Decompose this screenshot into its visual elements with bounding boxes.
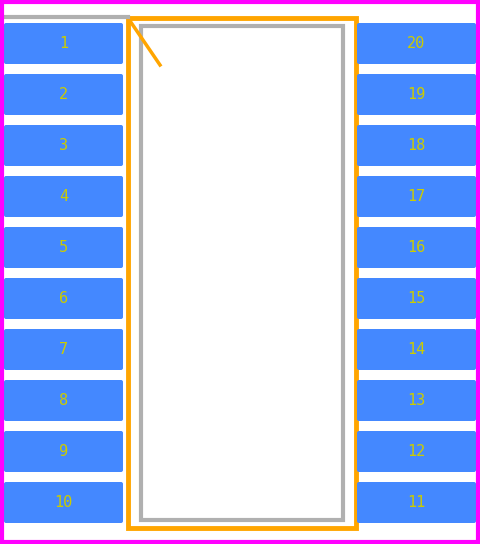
FancyBboxPatch shape bbox=[357, 278, 476, 319]
FancyBboxPatch shape bbox=[4, 125, 123, 166]
Text: 13: 13 bbox=[408, 393, 426, 408]
Text: 4: 4 bbox=[59, 189, 68, 204]
Text: 7: 7 bbox=[59, 342, 68, 357]
FancyBboxPatch shape bbox=[4, 74, 123, 115]
FancyBboxPatch shape bbox=[4, 176, 123, 217]
Text: 5: 5 bbox=[59, 240, 68, 255]
FancyBboxPatch shape bbox=[4, 23, 123, 64]
Text: 19: 19 bbox=[408, 87, 426, 102]
FancyBboxPatch shape bbox=[357, 329, 476, 370]
Bar bbox=[141, 26, 343, 520]
FancyBboxPatch shape bbox=[357, 23, 476, 64]
Text: 9: 9 bbox=[59, 444, 68, 459]
Text: 12: 12 bbox=[408, 444, 426, 459]
Text: 18: 18 bbox=[408, 138, 426, 153]
Text: 17: 17 bbox=[408, 189, 426, 204]
FancyBboxPatch shape bbox=[357, 227, 476, 268]
Text: 1: 1 bbox=[59, 36, 68, 51]
Text: 20: 20 bbox=[408, 36, 426, 51]
Text: 16: 16 bbox=[408, 240, 426, 255]
Text: 6: 6 bbox=[59, 291, 68, 306]
FancyBboxPatch shape bbox=[4, 482, 123, 523]
Text: 3: 3 bbox=[59, 138, 68, 153]
FancyBboxPatch shape bbox=[357, 431, 476, 472]
FancyBboxPatch shape bbox=[357, 176, 476, 217]
FancyBboxPatch shape bbox=[4, 329, 123, 370]
FancyBboxPatch shape bbox=[357, 482, 476, 523]
Bar bbox=[128, 18, 356, 528]
Text: 11: 11 bbox=[408, 495, 426, 510]
Text: 2: 2 bbox=[59, 87, 68, 102]
FancyBboxPatch shape bbox=[357, 125, 476, 166]
FancyBboxPatch shape bbox=[4, 431, 123, 472]
FancyBboxPatch shape bbox=[357, 74, 476, 115]
FancyBboxPatch shape bbox=[4, 227, 123, 268]
Text: 15: 15 bbox=[408, 291, 426, 306]
Text: 8: 8 bbox=[59, 393, 68, 408]
FancyBboxPatch shape bbox=[4, 278, 123, 319]
FancyBboxPatch shape bbox=[4, 380, 123, 421]
Text: 10: 10 bbox=[54, 495, 72, 510]
FancyBboxPatch shape bbox=[357, 380, 476, 421]
Text: 14: 14 bbox=[408, 342, 426, 357]
